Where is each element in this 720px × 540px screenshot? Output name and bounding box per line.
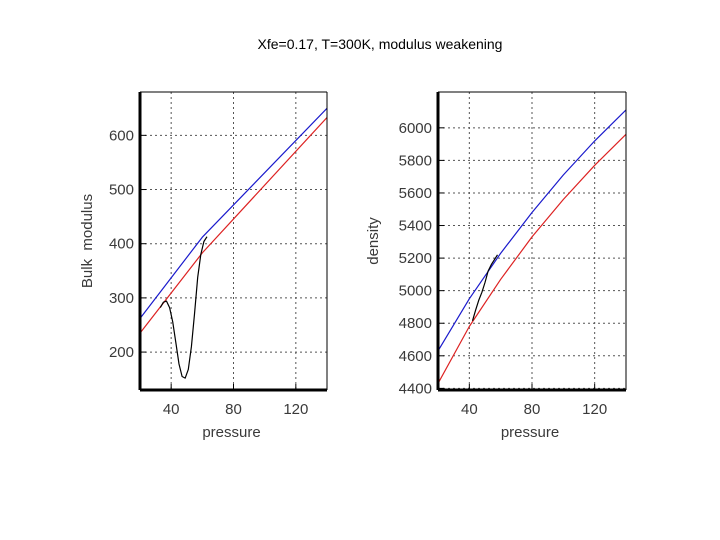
x-tick-label: 80 bbox=[524, 401, 541, 418]
y-tick-label: 6000 bbox=[399, 120, 432, 137]
y-tick-label: 600 bbox=[109, 127, 134, 144]
y-tick-label: 5600 bbox=[399, 185, 432, 202]
x-tick-label: 120 bbox=[582, 401, 607, 418]
x-tick-label: 40 bbox=[163, 401, 180, 418]
y-axis-label: Bulk modulus bbox=[79, 194, 96, 288]
y-tick-label: 200 bbox=[109, 344, 134, 361]
page-title: Xfe=0.17, T=300K, modulus weakening bbox=[257, 36, 503, 52]
y-tick-label: 4400 bbox=[399, 380, 432, 397]
series-line-red bbox=[438, 133, 626, 384]
series-line-red bbox=[140, 117, 327, 334]
y-tick-label: 5200 bbox=[399, 250, 432, 267]
x-tick-label: 120 bbox=[283, 401, 308, 418]
y-tick-label: 4600 bbox=[399, 348, 432, 365]
x-tick-label: 40 bbox=[461, 401, 478, 418]
series-line-black bbox=[159, 236, 208, 379]
y-tick-label: 5400 bbox=[399, 218, 432, 235]
y-axis-label: density bbox=[365, 217, 382, 265]
y-tick-label: 300 bbox=[109, 290, 134, 307]
x-axis-label: pressure bbox=[202, 424, 260, 441]
y-tick-label: 400 bbox=[109, 236, 134, 253]
series-line-blue bbox=[438, 109, 626, 352]
series-line-blue bbox=[140, 107, 327, 319]
series-line-black bbox=[471, 254, 499, 321]
y-tick-label: 5000 bbox=[399, 283, 432, 300]
x-tick-label: 80 bbox=[225, 401, 242, 418]
x-axis-label: pressure bbox=[501, 424, 559, 441]
y-tick-label: 5800 bbox=[399, 152, 432, 169]
y-tick-label: 500 bbox=[109, 182, 134, 199]
bulk-modulus-panel: 40 80 120 200 300 400 500 600 pressure Bulk modul… bbox=[79, 91, 328, 441]
density-panel: 40 80 120 4400 4600 4800 5000 5200 5400 5600 5800 6… bbox=[365, 91, 627, 441]
y-tick-label: 4800 bbox=[399, 315, 432, 332]
